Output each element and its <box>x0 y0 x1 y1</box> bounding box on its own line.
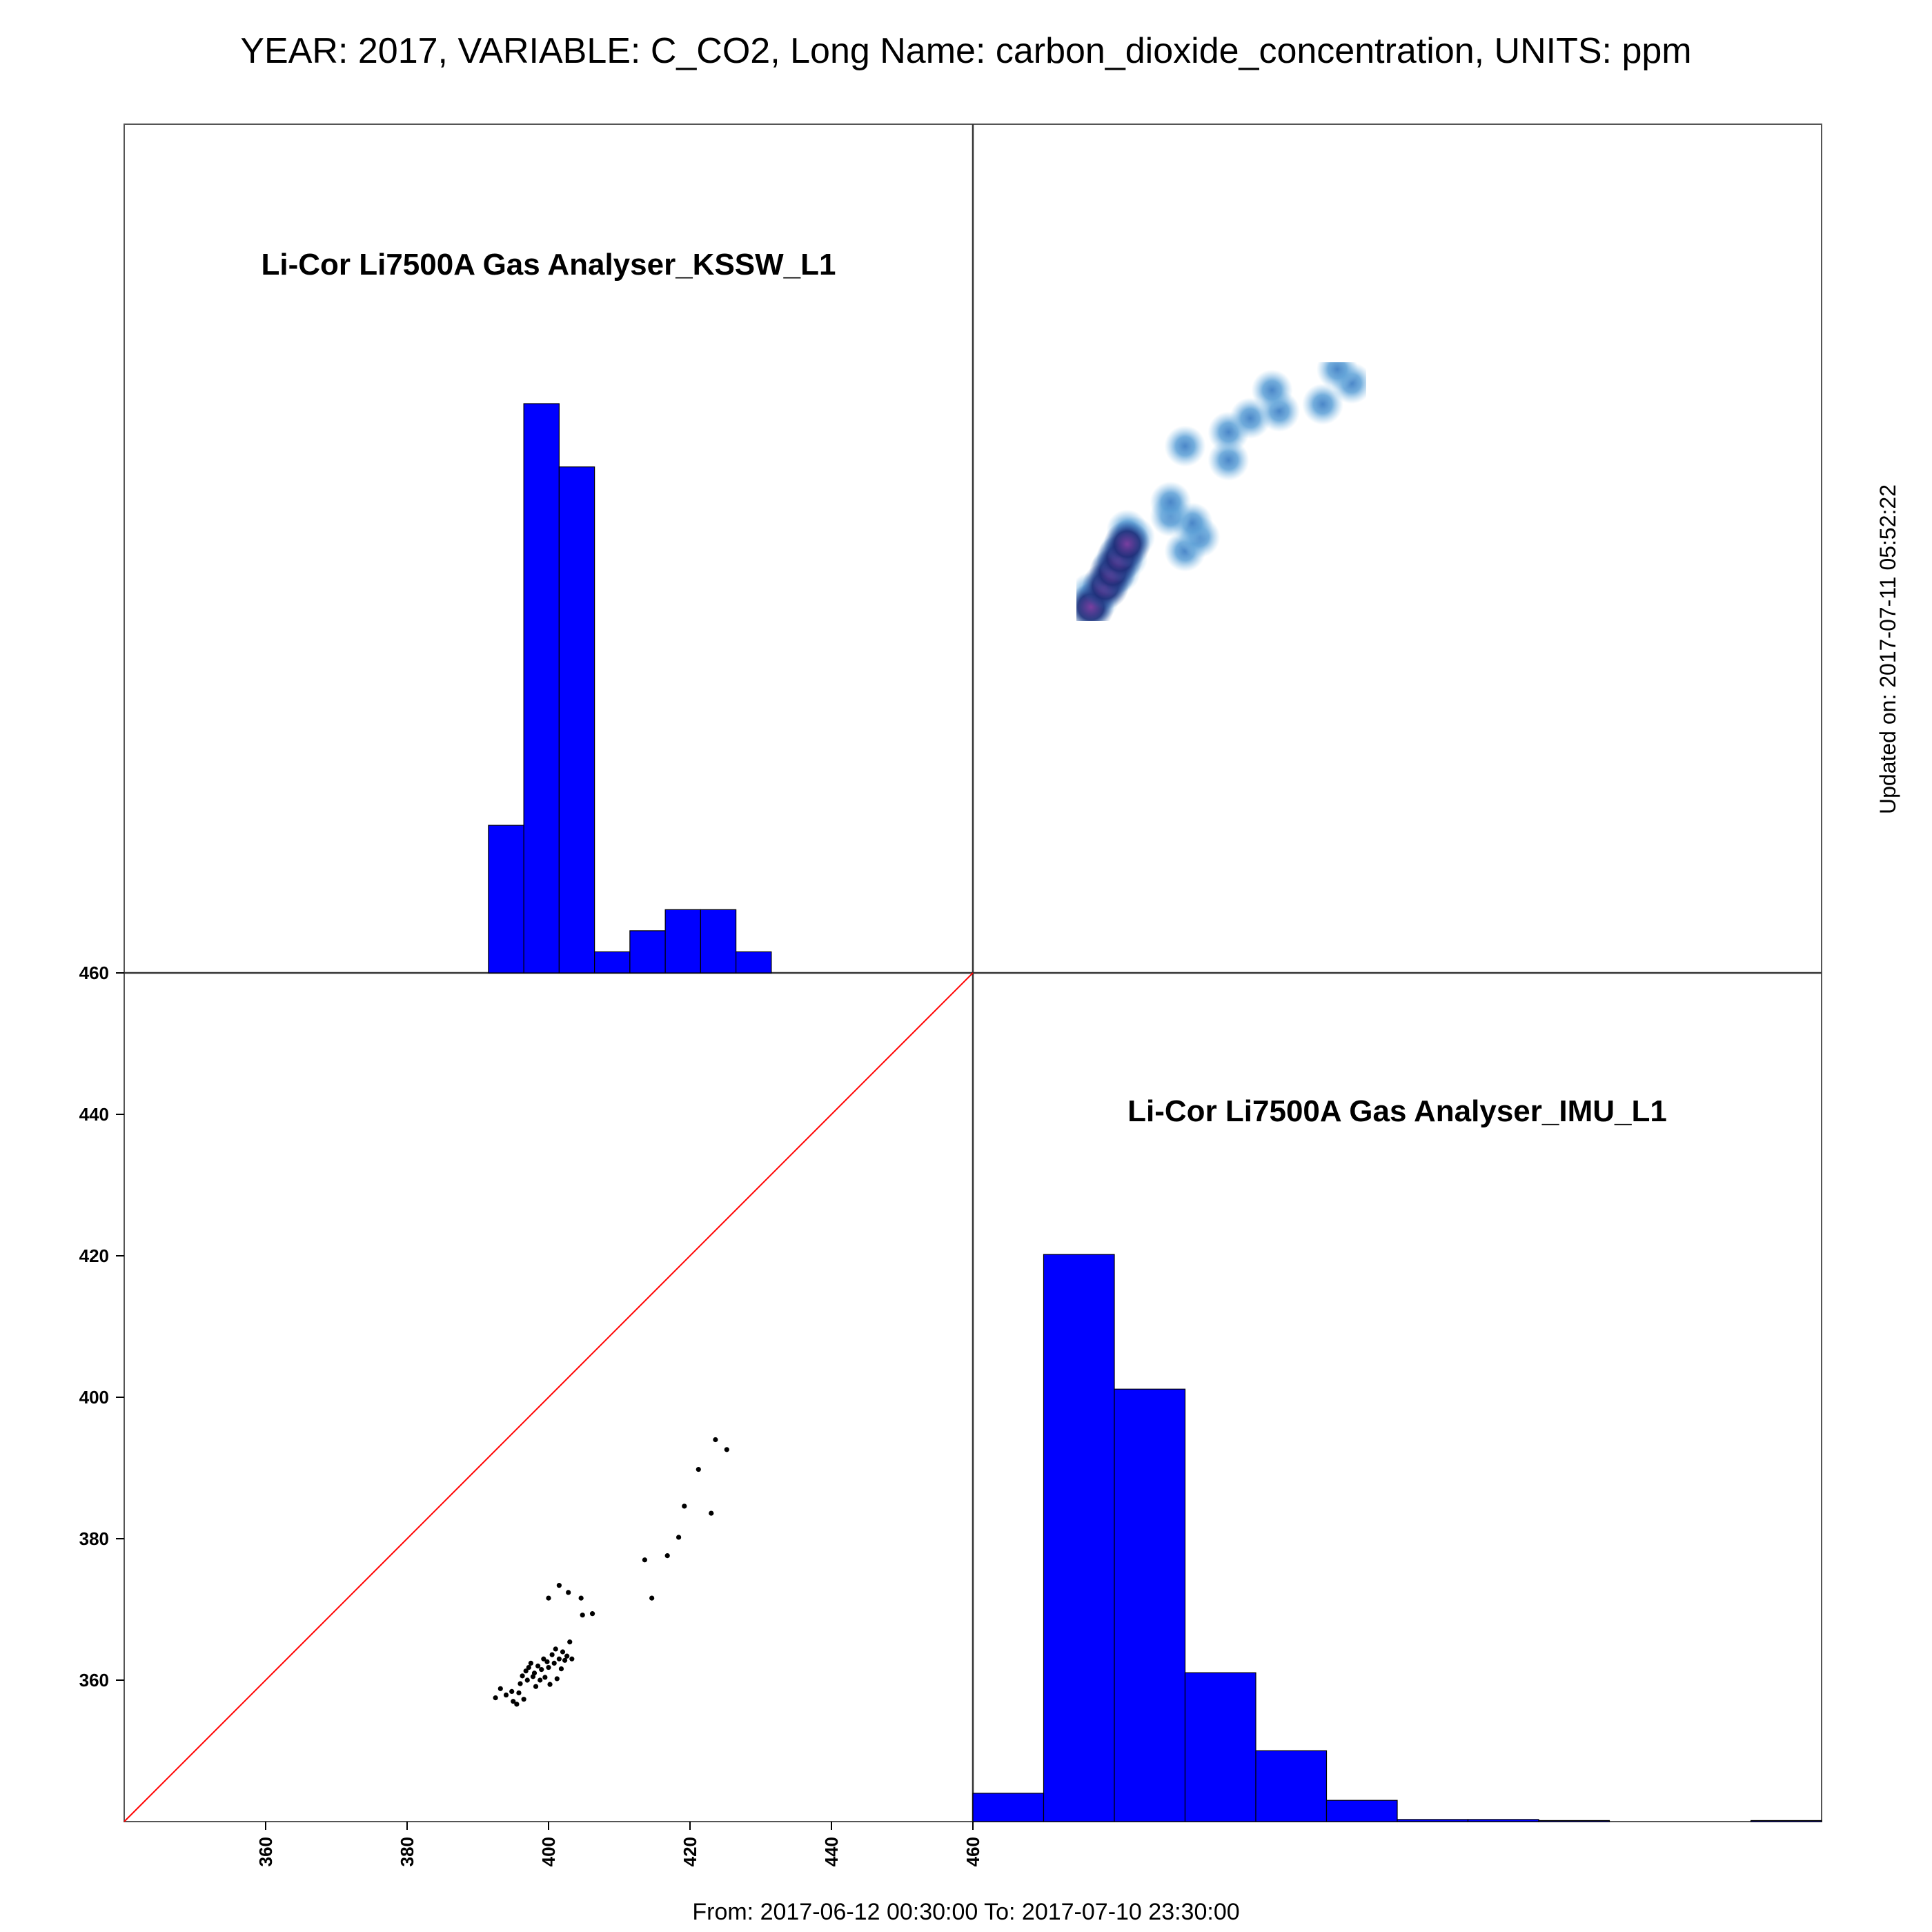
histogram-bar <box>1538 1820 1610 1822</box>
scatter-point <box>696 1466 701 1472</box>
scatter-point <box>560 1649 566 1655</box>
scatter-point <box>567 1639 573 1645</box>
histogram-bar <box>1184 1672 1256 1822</box>
histogram-bar <box>736 951 772 974</box>
x-tick-label: 360 <box>255 1837 276 1866</box>
scatter-point <box>539 1667 544 1673</box>
scatter-point <box>533 1684 539 1689</box>
scatter-point <box>642 1557 648 1563</box>
scatter-point <box>538 1677 543 1683</box>
histogram-bar <box>558 466 595 974</box>
scatter-point <box>554 1676 560 1682</box>
scatter-point <box>569 1656 575 1662</box>
scatter-point <box>556 1656 562 1662</box>
histogram-imu <box>972 1254 1822 1822</box>
y-tick-label: 460 <box>79 963 109 983</box>
histogram-bar <box>664 909 701 974</box>
scatter-point <box>526 1664 531 1670</box>
histogram-bar <box>1114 1388 1186 1822</box>
scatter-point <box>589 1611 595 1617</box>
x-tick-label: 380 <box>397 1837 417 1866</box>
updated-timestamp: Updated on: 2017-07-11 05:52:22 <box>1875 484 1900 814</box>
scatter-point <box>511 1699 516 1704</box>
y-tick-label: 400 <box>79 1387 109 1408</box>
chart-title: YEAR: 2017, VARIABLE: C_CO2, Long Name: … <box>240 31 1692 71</box>
x-tick-label: 460 <box>963 1837 983 1866</box>
density-blob <box>1164 425 1206 467</box>
histogram-bar <box>629 930 666 974</box>
panel-title-kssw: Li-Cor Li7500A Gas Analyser_KSSW_L1 <box>261 248 836 282</box>
scatter-panel <box>124 972 974 1822</box>
scatter-point <box>516 1690 522 1696</box>
scatter-point <box>564 1653 570 1659</box>
x-tick-label: 400 <box>538 1837 559 1866</box>
scatter-point <box>562 1657 568 1663</box>
histogram-kssw <box>488 403 772 974</box>
histogram-bar <box>523 403 560 974</box>
histogram-bar <box>972 1793 1045 1822</box>
scatter-point <box>509 1688 515 1694</box>
histogram-bar <box>1255 1750 1328 1822</box>
density-panel <box>1076 362 1366 621</box>
scatter-point <box>503 1692 509 1698</box>
scatter-point <box>493 1695 498 1701</box>
scatter-point <box>514 1702 520 1707</box>
scatter-point <box>676 1535 682 1540</box>
scatter-point <box>523 1668 529 1674</box>
x-tick-label: 420 <box>680 1837 700 1866</box>
scatter-point <box>546 1595 551 1601</box>
identity-line <box>124 972 974 1822</box>
scatter-point <box>558 1666 564 1672</box>
scatter-point <box>724 1447 729 1452</box>
y-tick-label: 420 <box>79 1245 109 1266</box>
density-blob <box>1317 362 1358 391</box>
histogram-bar <box>594 951 631 974</box>
scatter-point <box>518 1681 523 1686</box>
x-tick-label: 440 <box>821 1837 842 1866</box>
histogram-bar <box>1043 1254 1115 1822</box>
histogram-bar <box>700 909 737 974</box>
histogram-bar <box>1397 1819 1469 1822</box>
date-range: From: 2017-06-12 00:30:00 To: 2017-07-10… <box>692 1899 1240 1925</box>
scatter-point <box>549 1652 555 1657</box>
scatter-point <box>531 1670 538 1676</box>
scatter-point <box>544 1659 550 1664</box>
scatter-point <box>528 1660 533 1666</box>
scatter-point <box>542 1675 548 1680</box>
scatter-point <box>566 1590 571 1595</box>
scatter-point <box>535 1663 541 1669</box>
y-tick-label: 360 <box>79 1670 109 1690</box>
density-core <box>1103 520 1151 568</box>
density-blob <box>1251 369 1293 411</box>
scatter-point <box>541 1656 546 1662</box>
scatter-point <box>682 1504 687 1509</box>
histogram-bar <box>488 825 524 974</box>
scatter-point <box>553 1646 558 1652</box>
scatter-point <box>546 1664 551 1670</box>
scatter-point <box>547 1682 553 1687</box>
scatter-point <box>520 1673 525 1679</box>
histogram-bar <box>1325 1800 1398 1822</box>
density-blob <box>1150 481 1192 523</box>
scatter-point <box>580 1613 585 1618</box>
y-tick-label: 380 <box>79 1528 109 1549</box>
scatter-point <box>709 1510 714 1516</box>
histogram-bar <box>1750 1820 1822 1822</box>
scatter-point <box>521 1697 526 1702</box>
scatter-point <box>578 1595 584 1601</box>
axes: 360 380 400 420 440 460 360 380 400 420 440 460 <box>79 963 983 1866</box>
density-blob <box>1302 383 1343 425</box>
scatter-point <box>664 1553 670 1559</box>
histogram-bar <box>1467 1819 1539 1822</box>
y-tick-label: 440 <box>79 1104 109 1125</box>
panel-title-imu: Li-Cor Li7500A Gas Analyser_IMU_L1 <box>1127 1094 1667 1128</box>
scatter-point <box>524 1677 530 1683</box>
scatter-point <box>649 1595 655 1601</box>
scatter-point <box>713 1437 718 1443</box>
scatter-point <box>556 1583 562 1588</box>
scatter-point <box>497 1686 503 1691</box>
scatter-point <box>551 1660 557 1666</box>
